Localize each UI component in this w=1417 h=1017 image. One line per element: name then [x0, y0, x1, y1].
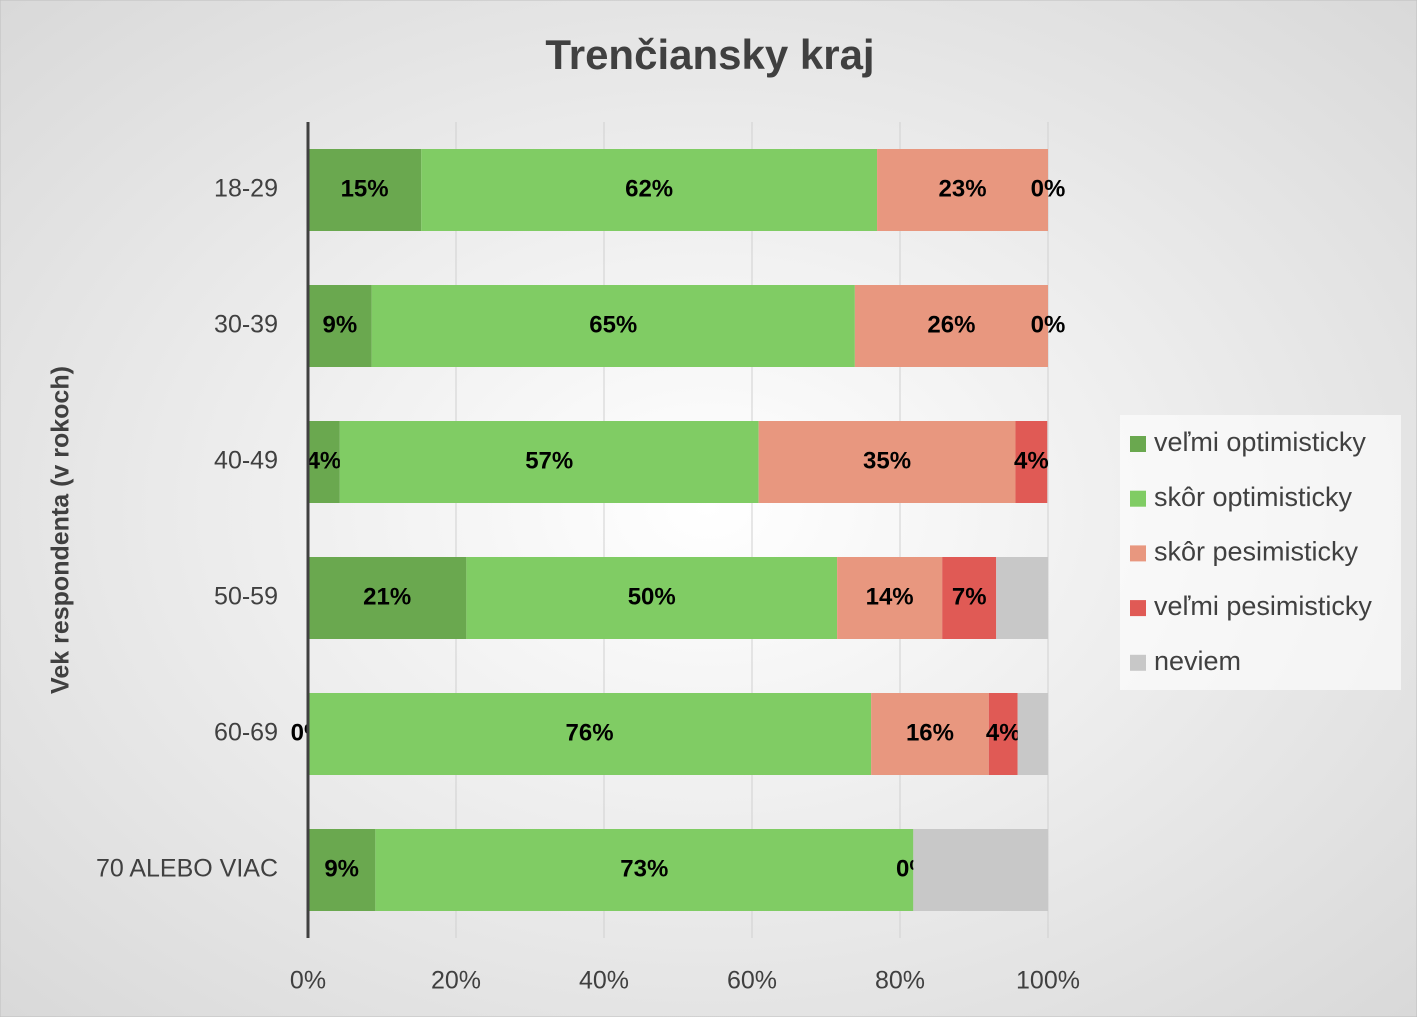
bar-segment [371, 285, 855, 367]
bar-segment [308, 829, 376, 911]
x-tick-label: 0% [290, 967, 326, 995]
legend-swatch [1130, 654, 1146, 671]
legend-box [1120, 415, 1401, 690]
bar-segment [1017, 693, 1048, 775]
x-tick-label: 80% [875, 967, 925, 995]
data-label: 9% [322, 311, 357, 338]
data-label: 62% [625, 175, 673, 202]
bar-segment [913, 829, 1048, 911]
legend-label: veľmi pesimisticky [1154, 591, 1372, 621]
y-tick-label: 60-69 [214, 719, 278, 747]
data-label: 35% [863, 447, 911, 474]
legend-swatch [1130, 490, 1146, 507]
x-tick-label: 60% [727, 967, 777, 995]
bar-segment [871, 693, 989, 775]
y-tick-label: 18-29 [214, 175, 278, 203]
bar-segment [942, 557, 997, 639]
y-tick-label: 40-49 [214, 447, 278, 475]
bar-segment [854, 285, 1048, 367]
bar-segment [308, 421, 340, 503]
legend-swatch [1130, 600, 1146, 617]
bar-segment [996, 557, 1048, 639]
bar-segment [308, 693, 872, 775]
data-label: 15% [341, 175, 389, 202]
data-label: 50% [628, 583, 676, 610]
bar-segment [308, 285, 372, 367]
bar-segment [877, 149, 1048, 231]
bar-segment [308, 149, 422, 231]
y-tick-label: 30-39 [214, 311, 278, 339]
x-tick-label: 40% [579, 967, 629, 995]
data-label: 0% [1031, 175, 1066, 202]
data-label: 9% [324, 855, 359, 882]
bar-segment [375, 829, 914, 911]
data-label: 57% [525, 447, 573, 474]
y-axis-title: Vek respondenta (v rokoch) [47, 366, 75, 694]
bar-segment [837, 557, 943, 639]
data-label: 65% [589, 311, 637, 338]
data-label: 0% [1031, 311, 1066, 338]
bar-segment [1015, 421, 1048, 503]
bar-segment [308, 557, 467, 639]
bar-segment [466, 557, 838, 639]
data-label: 21% [363, 583, 411, 610]
data-label: 16% [906, 719, 954, 746]
data-label: 14% [866, 583, 914, 610]
data-label: 4% [1014, 447, 1049, 474]
legend-label: skôr optimisticky [1154, 482, 1353, 512]
data-label: 26% [927, 311, 975, 338]
bar-segment [421, 149, 878, 231]
x-tick-label: 100% [1016, 967, 1080, 995]
x-tick-label: 20% [431, 967, 481, 995]
legend-label: veľmi optimisticky [1154, 427, 1366, 457]
chart-title: Trenčiansky kraj [545, 31, 874, 78]
data-label: 4% [307, 447, 342, 474]
legend-swatch [1130, 436, 1146, 452]
bar-segment [988, 693, 1018, 775]
y-tick-label: 70 ALEBO VIAC [96, 855, 278, 883]
y-tick-label: 50-59 [214, 583, 278, 611]
bar-segment [758, 421, 1016, 503]
data-label: 76% [566, 719, 614, 746]
data-label: 4% [986, 719, 1021, 746]
bar-segment [339, 421, 759, 503]
legend-label: neviem [1154, 646, 1241, 676]
data-label: 73% [620, 855, 668, 882]
data-label: 7% [952, 583, 987, 610]
legend-label: skôr pesimisticky [1154, 537, 1359, 567]
legend-swatch [1130, 545, 1146, 562]
data-label: 23% [939, 175, 987, 202]
